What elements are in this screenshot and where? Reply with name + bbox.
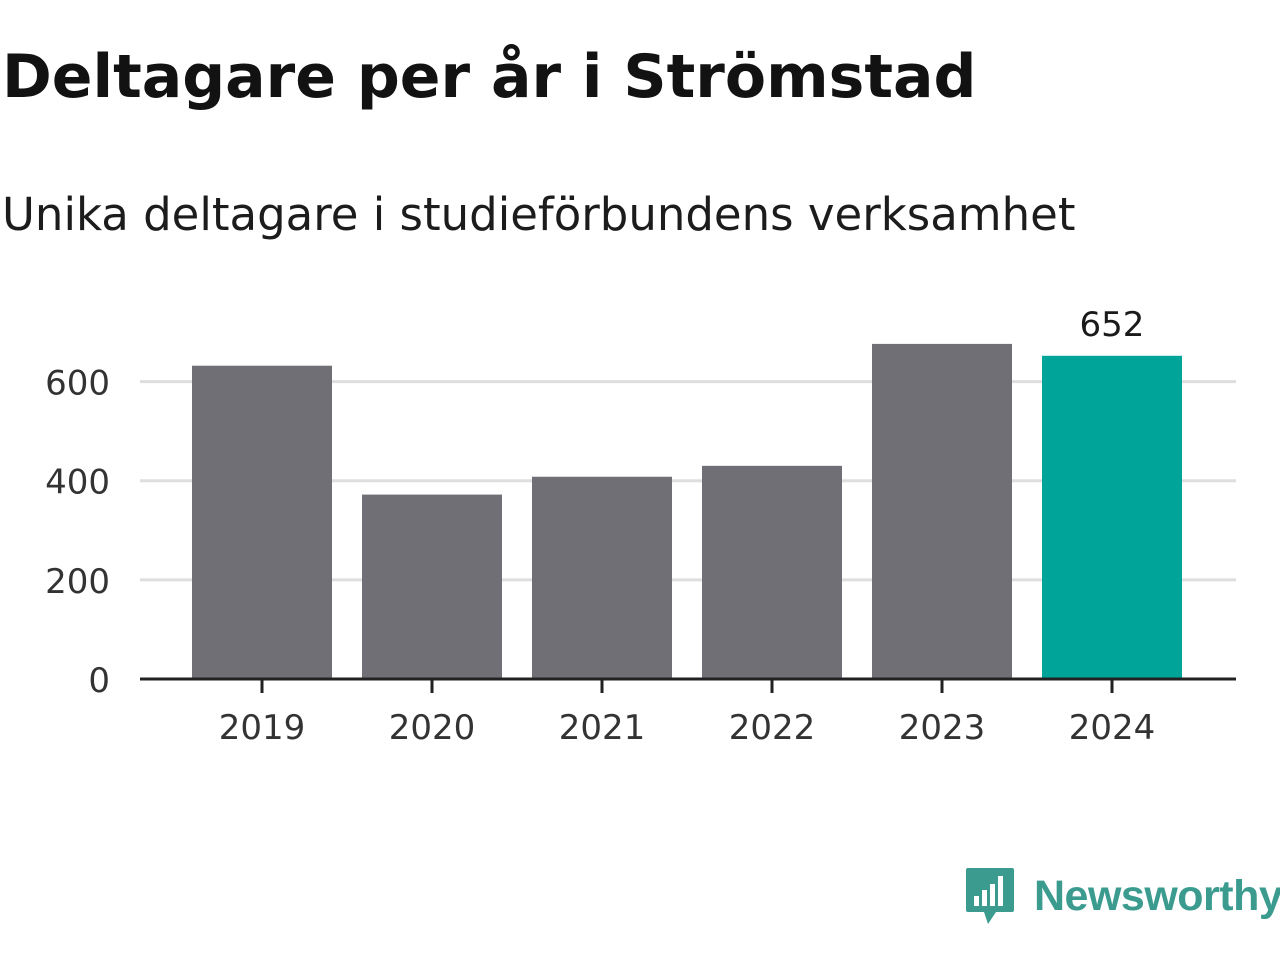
y-tick-label: 400 [45,463,110,503]
bar-2022 [702,465,842,679]
brand-logo: Newsworthy [964,866,1280,926]
x-tick-label: 2021 [559,708,646,748]
labels: 0 200 400 600 2019 2020 2021 2022 2023 2024 652 [45,305,1155,748]
x-tick-label: 2019 [219,708,306,748]
axes [140,677,1236,693]
x-tick-label: 2020 [389,708,476,748]
x-tick-label: 2024 [1069,708,1156,748]
chart-subtitle: Unika deltagare i studieförbundens verks… [2,188,1076,241]
x-tick-label: 2022 [729,708,816,748]
bar-2024 [1042,355,1182,679]
bar-chart-speech-bubble-icon [966,868,1014,924]
bar-2021 [532,476,672,679]
y-tick-label: 200 [45,562,110,602]
y-tick-label: 600 [45,364,110,404]
x-tick-label: 2023 [899,708,986,748]
brand-name: Newsworthy [1034,871,1280,920]
bar-2020 [362,494,502,679]
bar-2023 [872,343,1012,679]
bars [192,343,1182,679]
y-tick-label: 0 [88,661,110,701]
bar-2019 [192,365,332,679]
data-label-2024: 652 [1080,305,1145,345]
chart-title: Deltagare per år i Strömstad [2,42,977,112]
